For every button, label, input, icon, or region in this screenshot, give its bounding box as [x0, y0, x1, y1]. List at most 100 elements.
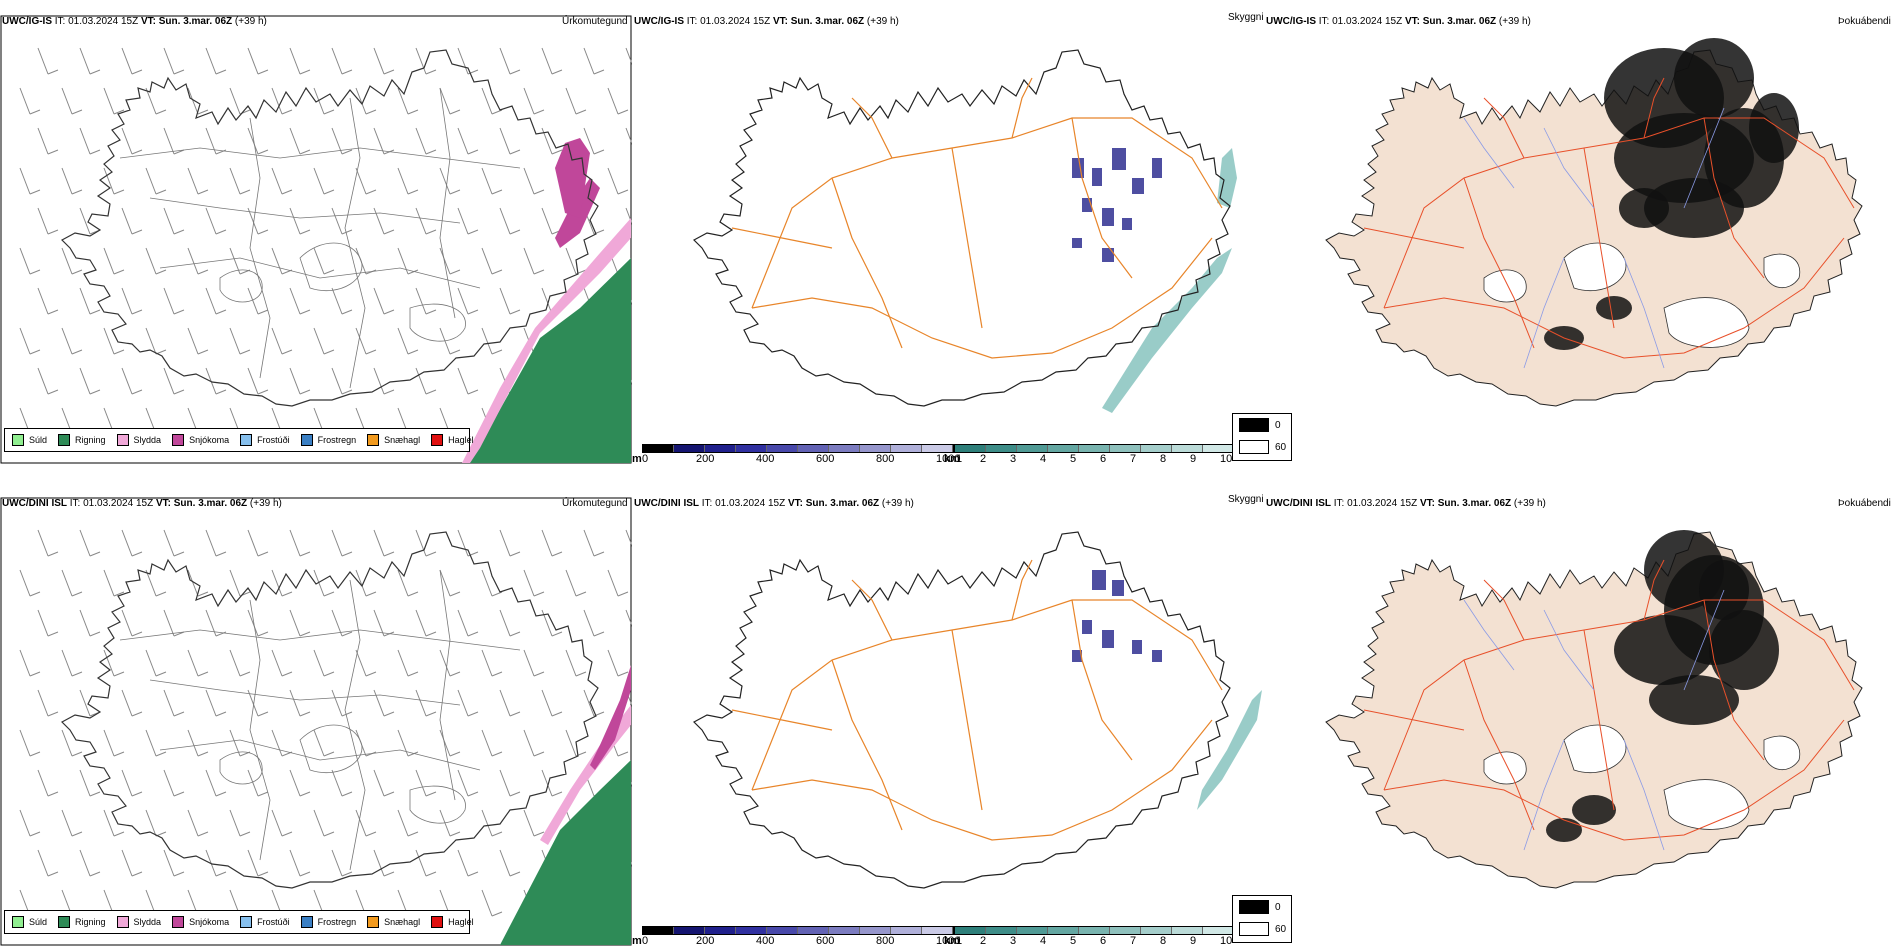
ceiling-colorbar	[642, 926, 954, 935]
vt-label: VT:	[1404, 16, 1420, 27]
vt-label: VT:	[140, 16, 156, 27]
glacier	[1763, 735, 1801, 770]
wind-barb	[373, 47, 395, 75]
legend-item: Snæhagl	[367, 916, 420, 928]
wind-barb	[373, 689, 395, 717]
model-name: UWC/DINI ISL	[2, 498, 67, 509]
wind-barb	[457, 367, 479, 395]
wind-barb	[289, 47, 311, 75]
fog-map	[1325, 38, 1863, 407]
model-name: UWC/DINI ISL	[1266, 498, 1331, 509]
swatch	[58, 434, 71, 446]
wind-barb	[355, 87, 377, 115]
wind-barb	[205, 47, 227, 75]
low-ceiling-patch	[1112, 148, 1126, 170]
wind-barb	[103, 729, 125, 757]
wind-barb	[61, 569, 83, 597]
it-label: IT:	[1333, 498, 1345, 509]
lead-time: (+39 h)	[1513, 498, 1546, 509]
iceland-coastline	[61, 531, 599, 889]
visibility-colorbar	[954, 444, 1266, 453]
wind-barb	[331, 689, 353, 717]
wind-barb	[523, 87, 545, 115]
wind-barb	[289, 609, 311, 637]
legend-item: Frostúði	[240, 916, 290, 928]
wind-barb	[103, 569, 125, 597]
wind-barb	[187, 729, 209, 757]
wind-barb	[481, 87, 503, 115]
legend-item: Rigning	[58, 916, 106, 928]
wind-barb	[499, 287, 521, 315]
visibility-unit: km	[944, 453, 960, 465]
fog-patch	[1709, 610, 1779, 690]
precip-map	[0, 15, 632, 464]
swatch	[367, 916, 380, 928]
interior-line	[219, 751, 263, 785]
fog-patch	[1674, 38, 1754, 118]
interior-line	[299, 242, 363, 292]
fog-patches	[1546, 530, 1779, 842]
swatch	[431, 916, 444, 928]
wind-barb	[397, 809, 419, 837]
lead-time: (+39 h)	[866, 16, 899, 27]
wind-barb	[19, 569, 41, 597]
wind-barb	[229, 569, 251, 597]
wind-barb	[121, 609, 143, 637]
road-network	[1363, 77, 1855, 359]
wind-barb	[397, 569, 419, 597]
low-ceiling-patch	[1092, 570, 1106, 590]
wind-barb	[457, 47, 479, 75]
interior-line	[409, 785, 466, 824]
low-ceiling-patch	[1072, 650, 1082, 662]
panel-header: UWC/IG-IS IT: 01.03.2024 15Z VT: Sun. 3.…	[2, 16, 267, 27]
panel-title: Úrkomutegund	[562, 498, 628, 509]
scale-tick-label: 2	[980, 453, 987, 465]
scale-tick-label: 0	[642, 453, 649, 465]
scale-segment	[829, 927, 860, 934]
interior-lines	[119, 87, 521, 389]
wind-barb	[145, 167, 167, 195]
scale-tick-label: 200	[696, 453, 715, 465]
river	[1543, 609, 1595, 691]
low-ceiling-patch	[1152, 158, 1162, 178]
wind-barb	[145, 87, 167, 115]
scale-tick-label: 10	[1220, 935, 1233, 947]
wind-barb	[19, 247, 41, 275]
low-ceiling-patch	[1072, 238, 1082, 248]
wind-barb	[499, 849, 521, 877]
wind-barb	[187, 167, 209, 195]
wind-barb	[79, 47, 101, 75]
scale-segment	[860, 445, 891, 452]
road	[851, 579, 893, 641]
road	[751, 599, 1223, 791]
scale-tick-label: 800	[876, 935, 895, 947]
interior-line	[344, 579, 366, 871]
wind-barb	[145, 649, 167, 677]
wind-barb	[415, 769, 437, 797]
glacier	[1483, 269, 1527, 303]
wind-barb	[523, 649, 545, 677]
scale-segment	[798, 927, 829, 934]
scale-tick-label: 1000	[936, 453, 961, 465]
wind-barb	[331, 529, 353, 557]
wind-barb	[313, 729, 335, 757]
wind-barb	[61, 87, 83, 115]
scale-tick-label: 800	[876, 453, 895, 465]
wind-barb	[415, 127, 437, 155]
scale-segment	[674, 445, 705, 452]
vt-label: VT:	[772, 16, 788, 27]
wind-barb	[79, 367, 101, 395]
panel-header: UWC/IG-IS IT: 01.03.2024 15Z VT: Sun. 3.…	[1266, 16, 1531, 27]
wind-barb	[373, 287, 395, 315]
road-network	[731, 77, 1223, 359]
wind-barb	[499, 529, 521, 557]
wind-barb	[289, 287, 311, 315]
scale-segment	[1017, 445, 1048, 452]
wind-barb	[415, 609, 437, 637]
it-label: IT:	[54, 16, 66, 27]
visibility-unit: km	[944, 935, 960, 947]
road	[751, 719, 1213, 841]
wind-barb	[37, 367, 59, 395]
interior-lines	[119, 569, 521, 871]
wind-barb	[121, 367, 143, 395]
